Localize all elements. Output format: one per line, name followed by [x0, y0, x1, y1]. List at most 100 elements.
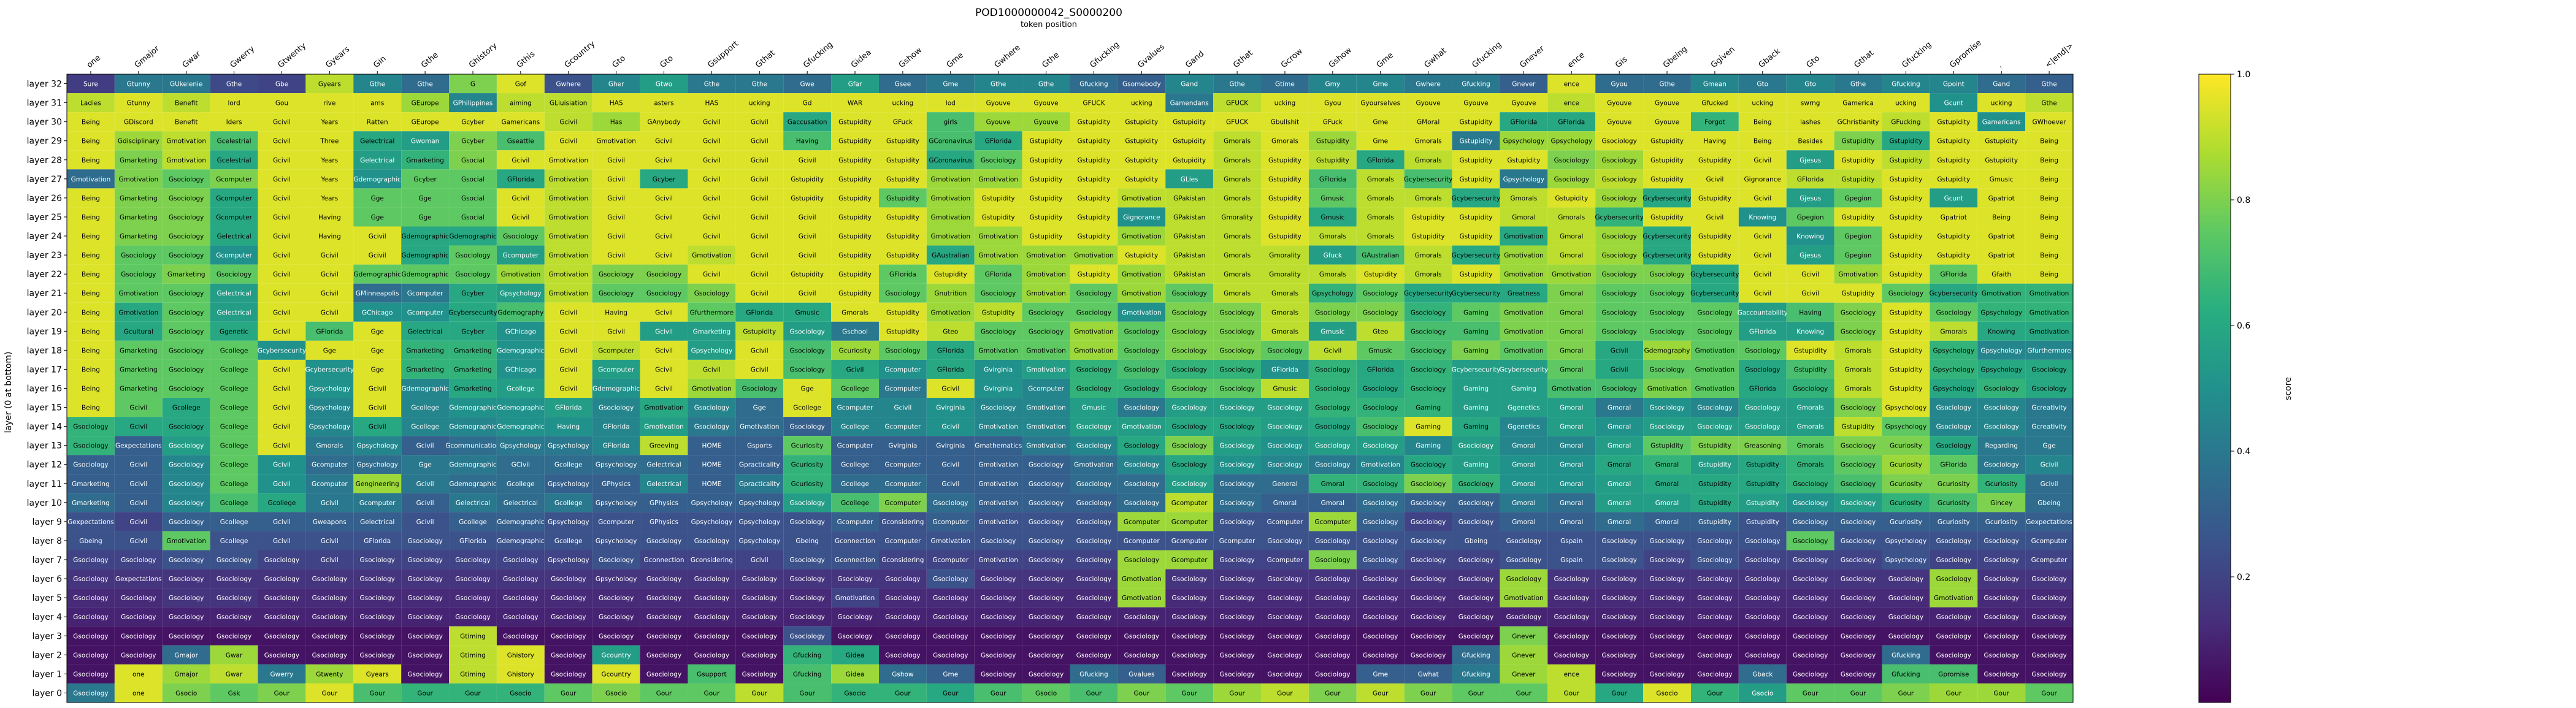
- heatmap-cell: [1738, 150, 1787, 170]
- heatmap-cell-label: Gsociology: [1363, 309, 1398, 316]
- heatmap-cell-label: Gsociology: [742, 671, 777, 678]
- heatmap-cell-label: Gmotivation: [835, 595, 875, 602]
- heatmap-cell: [878, 226, 927, 246]
- y-tick-label: layer 4: [33, 612, 63, 622]
- heatmap-cell-label: Gmotivation: [1026, 252, 1066, 259]
- heatmap-cell: [1547, 188, 1596, 208]
- heatmap-cell-label: Gsociology: [1936, 633, 1971, 640]
- heatmap-cell-label: Gmorals: [1415, 157, 1442, 164]
- heatmap-cell-label: Gcollege: [841, 481, 869, 488]
- heatmap-cell: [1595, 207, 1644, 227]
- heatmap-cell-label: Gsociology: [837, 614, 872, 621]
- heatmap-cell-label: Gmotivation: [1552, 271, 1592, 278]
- heatmap-cell-label: Gsociology: [1984, 462, 2018, 469]
- heatmap-cell: [1738, 131, 1787, 151]
- heatmap-cell: [210, 112, 258, 132]
- heatmap-cell: [162, 188, 210, 208]
- heatmap-cell: [1977, 207, 2026, 227]
- heatmap-cell-label: Gsociology: [121, 271, 156, 278]
- heatmap-cell-label: Gstupidity: [1937, 233, 1970, 240]
- heatmap-cell-label: Gcivil: [703, 233, 721, 240]
- heatmap-cell-label: Gsociology: [1124, 443, 1159, 450]
- heatmap-cell-label: Gsociology: [789, 366, 824, 373]
- heatmap-cell-label: Gstupidity: [886, 252, 919, 259]
- heatmap-cell: [1165, 264, 1214, 284]
- heatmap-cell-label: GEurope: [412, 100, 439, 107]
- heatmap-cell: [1452, 74, 1500, 94]
- heatmap-cell: [210, 169, 258, 189]
- heatmap-cell: [1165, 245, 1214, 265]
- heatmap-cell-label: Gsociology: [1841, 462, 1876, 469]
- heatmap-cell-label: Gsociology: [1697, 671, 1732, 678]
- heatmap-cell-label: GFlorida: [1558, 119, 1585, 126]
- heatmap-cell: [1404, 226, 1452, 246]
- x-axis: one Gmajor Gwar Gwerry Gtwenty Gyears Gin Gthe G…: [85, 38, 2076, 74]
- heatmap-cell-label: GChristianity: [1837, 119, 1879, 126]
- heatmap-cell: [305, 264, 354, 284]
- heatmap-cell-label: Gcivil: [655, 233, 673, 240]
- heatmap-cell-label: Gmarketing: [406, 157, 444, 164]
- heatmap-cell-label: GChicago: [362, 309, 393, 316]
- heatmap-cell: [449, 264, 497, 284]
- heatmap-cell: [1643, 93, 1691, 113]
- heatmap-cell-label: Gmotivation: [740, 424, 780, 431]
- heatmap-cell-label: Gmotivation: [71, 176, 111, 183]
- heatmap-cell-label: Gsociology: [1219, 481, 1254, 488]
- heatmap-cell-label: Gmotivation: [1695, 366, 1735, 373]
- heatmap-cell-label: Gpsychology: [1885, 405, 1927, 412]
- heatmap-cell-label: Gmarketing: [120, 347, 158, 354]
- heatmap-cell-label: Gmotivation: [1026, 347, 1066, 354]
- heatmap-cell-label: Gdemographic: [497, 519, 545, 526]
- heatmap-cell: [1356, 207, 1405, 227]
- heatmap-cell: [2025, 226, 2073, 246]
- heatmap-cell: [162, 226, 210, 246]
- heatmap-cell-label: Gelectrical: [646, 462, 681, 469]
- heatmap-cell: [305, 169, 354, 189]
- heatmap-cell-label: Gsports: [747, 443, 772, 450]
- x-tick-label: Gtwenty: [276, 41, 308, 70]
- heatmap-cell-label: Gstupidity: [1650, 138, 1684, 145]
- heatmap-cell-label: Gsociology: [1841, 538, 1876, 545]
- heatmap-cell-label: Gcomputer: [598, 366, 634, 373]
- x-tick-label: Gthe: [1040, 50, 1061, 70]
- heatmap-cell: [1977, 131, 2026, 151]
- heatmap-cell-label: Gsociology: [1029, 500, 1064, 507]
- heatmap-cell-label: Gsociology: [1888, 290, 1923, 297]
- y-tick-label: layer 28: [27, 156, 62, 166]
- heatmap-cell: [592, 226, 640, 246]
- heatmap-cell-label: Gsociology: [1124, 481, 1159, 488]
- heatmap-cell-label: Gspain: [1560, 538, 1582, 545]
- x-tick-label: Gwhere: [993, 43, 1022, 70]
- heatmap-cell-label: Gfucking: [1892, 671, 1920, 678]
- y-tick-label: layer 27: [27, 175, 62, 185]
- heatmap-cell-label: Gsociology: [121, 252, 156, 259]
- heatmap-cell-label: Gaming: [1463, 386, 1489, 393]
- heatmap-cell-label: Gsociology: [885, 614, 920, 621]
- heatmap-cell: [353, 74, 402, 94]
- heatmap-cell-label: Gsociology: [1363, 557, 1398, 564]
- heatmap-cell-label: Gsociology: [1029, 652, 1064, 659]
- heatmap-cell-label: Gstupidity: [1125, 252, 1158, 259]
- heatmap-cell: [1977, 74, 2026, 94]
- heatmap-cell-label: GAustralian: [932, 252, 969, 259]
- heatmap-cell-label: Gsociology: [1649, 309, 1684, 316]
- heatmap-cell-label: Gmotivation: [1026, 443, 1066, 450]
- heatmap-cell-label: Gcivil: [129, 424, 147, 431]
- heatmap-cell: [735, 226, 784, 246]
- heatmap-cell-label: Gcivil: [559, 119, 577, 126]
- heatmap-cell-label: Gmorals: [1224, 290, 1251, 297]
- heatmap-cell-label: Gsociology: [1745, 405, 1780, 412]
- heatmap-cell-label: Gsociology: [742, 595, 777, 602]
- heatmap-cell-label: Gstupidity: [1794, 347, 1827, 354]
- heatmap-cell-label: Gmarketing: [406, 366, 444, 373]
- heatmap-cell-label: Gcunt: [1944, 195, 1963, 202]
- heatmap-cell-label: Gsociology: [1219, 652, 1254, 659]
- colorbar-tick-label: 0.4: [2237, 447, 2250, 457]
- heatmap-cell-label: Gwhere: [1416, 81, 1440, 88]
- chart-subtitle: token position: [1021, 20, 1077, 29]
- heatmap-cell: [735, 283, 784, 303]
- heatmap-cell-label: Gmorals: [1224, 176, 1251, 183]
- heatmap-cell: [1213, 207, 1262, 227]
- heatmap-cell-label: Gyouve: [1034, 119, 1059, 126]
- heatmap-cell-label: Gpsychology: [738, 500, 780, 507]
